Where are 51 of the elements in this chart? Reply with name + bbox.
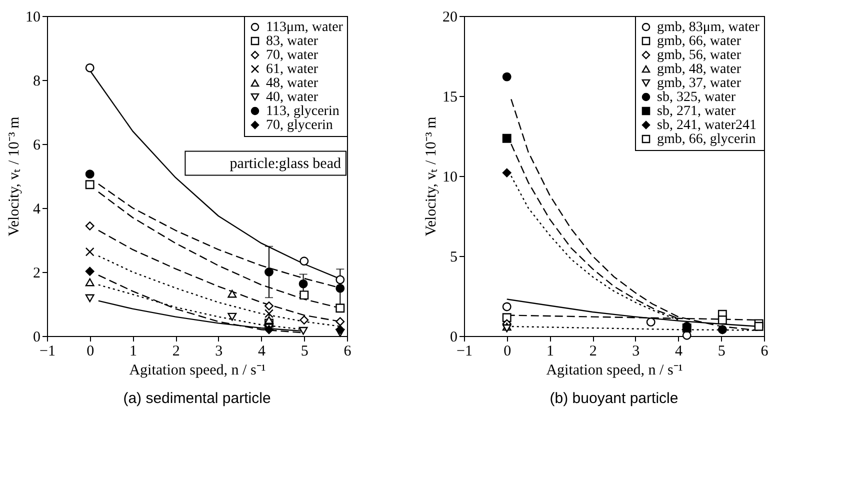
y-tick-label: 10 <box>26 10 40 26</box>
legend-label: gmb, 66, glycerin <box>657 132 756 147</box>
x-tick-label: −1 <box>40 344 56 360</box>
legend-label: 40, water <box>266 90 318 105</box>
legend-label: 48, water <box>266 76 318 91</box>
y-tick-label: 6 <box>33 138 41 154</box>
text: (a) sedimental particle <box>123 390 271 407</box>
x-tick-label: 4 <box>258 344 266 360</box>
legend-label: sb, 271, water <box>657 104 736 119</box>
x-tick-label: 4 <box>675 344 684 360</box>
x-tick-label: 6 <box>344 344 352 360</box>
legend-label: sb, 325, water <box>657 90 736 105</box>
legend-label: 113μm, water <box>266 20 344 35</box>
y-tick-label: 0 <box>33 330 40 346</box>
x-tick-label: 1 <box>546 344 554 360</box>
legend-label: 70, glycerin <box>266 118 333 133</box>
y-tick-label: 2 <box>33 266 40 282</box>
y-tick-label: 8 <box>33 74 40 90</box>
x-tick-label: 1 <box>129 344 137 360</box>
text: (b) buoyant particle <box>550 390 678 407</box>
legend-label: 61, water <box>266 62 318 77</box>
y-tick-label: 15 <box>442 90 458 106</box>
x-tick-label: −1 <box>456 344 472 360</box>
legend-label: gmb, 66, water <box>657 34 742 49</box>
y-tick-label: 4 <box>33 202 41 218</box>
x-tick-label: 3 <box>215 344 223 360</box>
x-tick-label: 5 <box>300 344 308 360</box>
x-axis-title: Agitation speed, n / s⁻¹ <box>129 362 266 378</box>
legend-label: gmb, 48, water <box>657 62 742 77</box>
legend-label: gmb, 37, water <box>657 76 742 91</box>
x-tick-label: 6 <box>760 344 769 360</box>
y-axis-title: Velocity, vₜ / 10⁻³ m <box>424 116 440 236</box>
legend-label: 70, water <box>266 48 318 63</box>
x-axis-title: Agitation speed, n / s⁻¹ <box>546 362 683 378</box>
y-tick-label: 5 <box>450 250 458 266</box>
y-tick-label: 0 <box>450 330 458 346</box>
annotation: particle:glass bead <box>230 156 342 172</box>
x-tick-label: 3 <box>632 344 640 360</box>
x-tick-label: 2 <box>589 344 597 360</box>
y-axis-title: Velocity, vₜ / 10⁻³ m <box>6 116 22 236</box>
y-tick-label: 20 <box>442 10 458 26</box>
legend-label: gmb, 56, water <box>657 48 742 63</box>
legend-label: 83, water <box>266 34 318 49</box>
legend-label: sb, 241, water241 <box>657 118 757 133</box>
legend-label: gmb, 83μm, water <box>657 20 760 35</box>
legend-label: 113, glycerin <box>266 104 340 119</box>
y-tick-label: 10 <box>442 170 458 186</box>
x-tick-label: 2 <box>172 344 180 360</box>
x-tick-label: 0 <box>504 344 512 360</box>
x-tick-label: 0 <box>86 344 94 360</box>
x-tick-label: 5 <box>718 344 726 360</box>
